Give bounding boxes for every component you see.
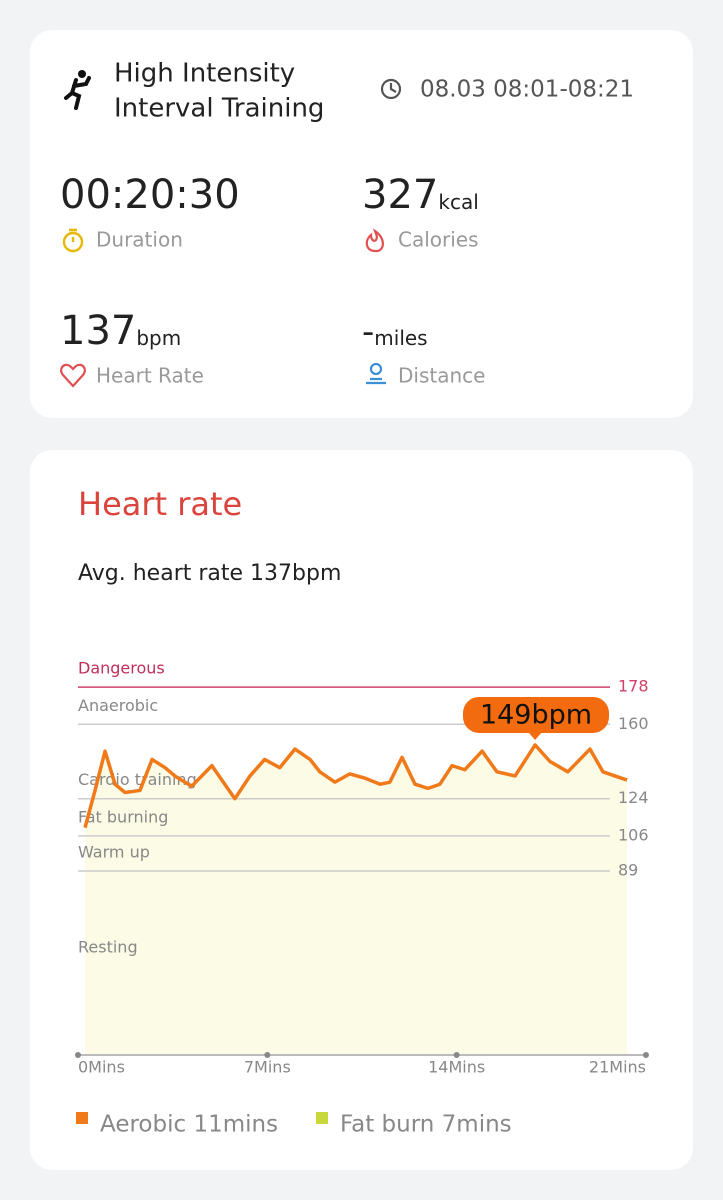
y-tick-label: 106 [618,825,649,844]
zone-label: Dangerous [78,659,165,678]
stat-number: - [362,312,374,352]
stat-unit: kcal [438,190,478,214]
x-tick [264,1052,271,1058]
distance-icon [366,362,386,385]
stat-unit: bpm [136,326,181,350]
legend-swatch [76,1112,88,1124]
x-tick-label: 21Mins [589,1058,646,1077]
calories-icon [365,228,384,253]
x-tick [75,1052,81,1058]
legend-label: Aerobic 11mins [100,1112,278,1138]
x-tick-label: 0Mins [78,1058,125,1077]
x-tick-label: 7Mins [244,1058,291,1077]
stat-label: Duration [96,228,183,252]
y-tick-label: 89 [618,861,638,880]
workout-time: 08.03 08:01-08:21 [420,77,634,103]
legend-swatch [316,1112,328,1124]
workout-title: Interval Training [114,94,324,124]
line [83,743,628,829]
zone-label: Anaerobic [78,696,158,715]
stat-value: 00:20:30 [60,172,240,218]
stat-number: 00:20:30 [60,172,240,218]
x-tick [643,1052,649,1058]
tooltip-box [463,696,609,733]
stat-label: Heart Rate [96,364,204,388]
stat-value: -miles [362,312,428,352]
stat-number: 137 [60,308,136,354]
zone-label: Warm up [78,843,150,862]
section-subtitle: Avg. heart rate 137bpm [78,561,341,586]
tooltip-text: 149bpm [480,699,592,730]
stat-label: Calories [398,228,479,252]
clock-icon [380,78,402,100]
zone-label: Resting [78,938,138,957]
heart-icon [60,363,86,388]
stat-value: 327kcal [362,172,479,218]
legend-label: Fat burn 7mins [340,1112,512,1138]
tooltip-pointer [528,731,543,740]
stat-label: Distance [398,364,485,388]
stat-value: 137bpm [60,308,181,354]
summary-card [30,30,693,418]
area [85,744,628,1055]
y-tick-label: 178 [618,677,649,696]
stat-number: 327 [362,172,438,218]
workout-icon [64,70,91,110]
zone-label: Fat burning [78,807,168,826]
workout-title: High Intensity [114,59,295,89]
x-tick [453,1052,460,1058]
x-tick-label: 14Mins [428,1058,485,1077]
zone-label: Cardio training [78,770,197,789]
y-tick-label: 160 [618,714,649,733]
section-title: Heart rate [78,485,242,523]
y-tick-label: 124 [618,788,649,807]
stat-unit: miles [374,326,427,350]
duration-icon [62,228,84,253]
chart: 178 160 124 106 89 Dangerous Anaerobic Cardio t… [75,659,649,1138]
